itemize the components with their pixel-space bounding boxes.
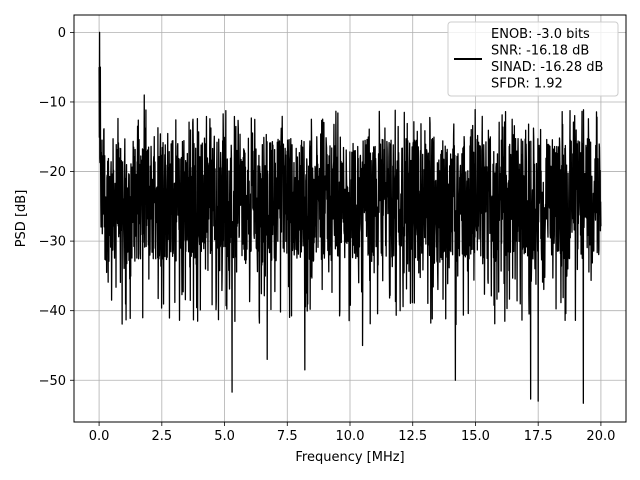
x-tick-label: 0.0 [89, 429, 110, 444]
legend: ENOB: -3.0 bits SNR: -16.18 dB SINAD: -1… [447, 21, 619, 97]
x-tick-label: 2.5 [151, 429, 172, 444]
psd-series-line [98, 31, 602, 404]
x-tick-label: 15.0 [461, 429, 490, 444]
y-tick-label: −30 [39, 235, 66, 250]
y-tick-label: −50 [39, 374, 66, 389]
x-axis-label: Frequency [MHz] [295, 450, 404, 465]
x-tick-label: 10.0 [336, 429, 365, 444]
legend-enob-text: ENOB: -3.0 bits [491, 27, 590, 42]
x-tick-label: 20.0 [586, 429, 615, 444]
y-tick-label: −40 [39, 304, 66, 319]
x-tick-label: 7.5 [277, 429, 298, 444]
legend-snr-text: SNR: -16.18 dB [491, 44, 589, 59]
legend-box [447, 21, 619, 97]
y-tick-label: 0 [58, 26, 66, 41]
x-axis-ticks: 0.0 2.5 5.0 7.5 10.0 12.5 15.0 17.5 20.0 [89, 422, 615, 444]
series-line-group [98, 31, 602, 404]
y-tick-label: −20 [39, 165, 66, 180]
legend-sinad-text: SINAD: -16.28 dB [491, 60, 603, 75]
x-tick-label: 17.5 [524, 429, 553, 444]
y-tick-label: −10 [39, 95, 66, 110]
x-tick-label: 5.0 [214, 429, 235, 444]
x-tick-label: 12.5 [398, 429, 427, 444]
legend-sfdr-text: SFDR: 1.92 [491, 77, 563, 92]
y-axis-label: PSD [dB] [14, 190, 29, 248]
y-axis-ticks: 0 −10 −20 −30 −40 −50 [39, 26, 74, 389]
